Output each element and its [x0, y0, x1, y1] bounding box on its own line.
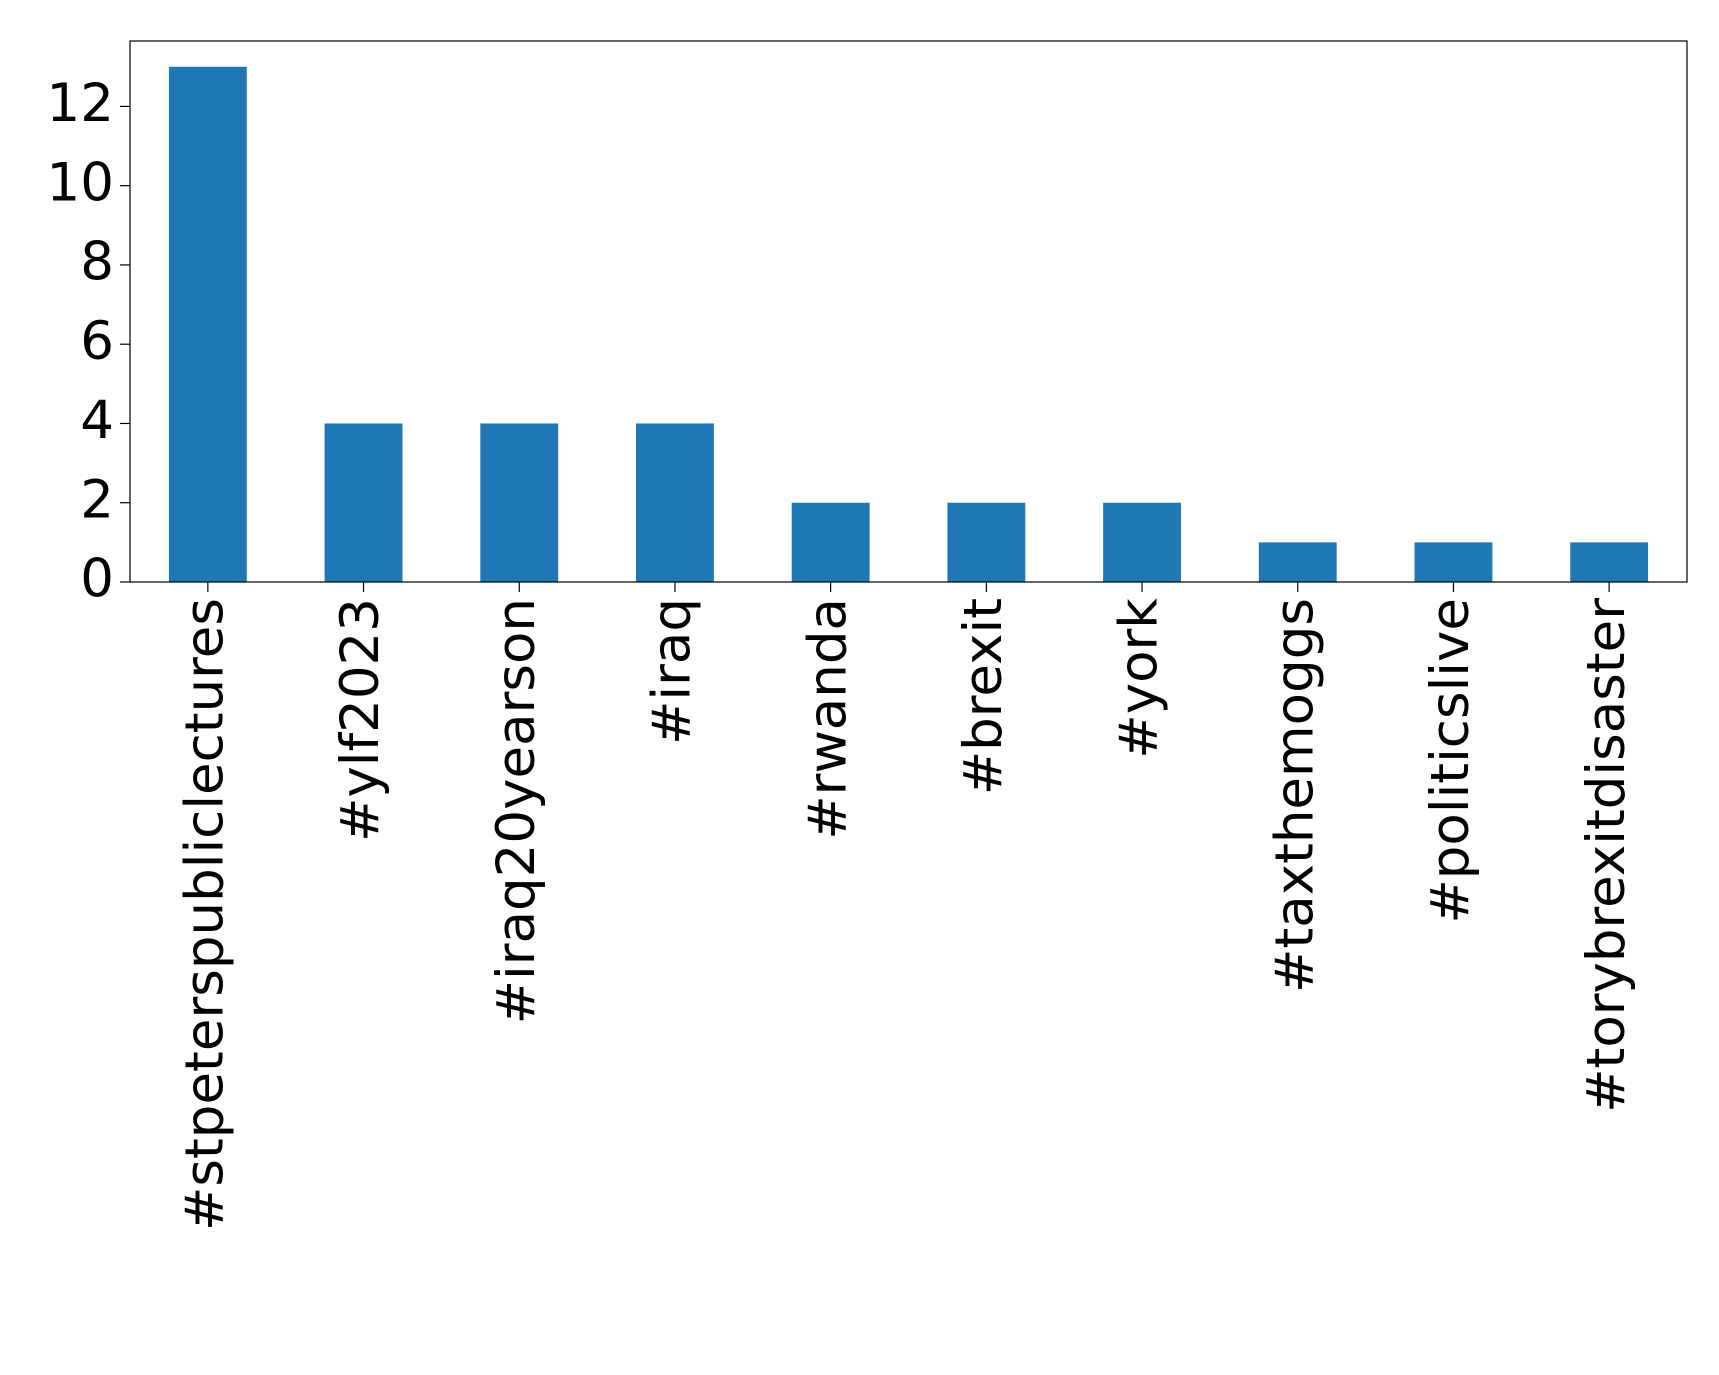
y-tick-label: 2 [80, 469, 114, 530]
bar [1414, 542, 1493, 582]
bar [324, 423, 403, 582]
bar [1103, 502, 1181, 582]
x-tick-label: #politicslive [1420, 598, 1481, 924]
bar [168, 66, 247, 582]
bar [1258, 542, 1337, 582]
x-tick-label: #stpeterspubliclectures [174, 598, 235, 1231]
bar [791, 502, 870, 582]
x-tick-label: #york [1109, 598, 1170, 759]
x-tick-label: #torybrexitdisaster [1576, 598, 1637, 1113]
bar [636, 423, 714, 582]
y-tick-label: 0 [80, 549, 114, 610]
plot-frame [129, 40, 1688, 583]
bar [480, 423, 559, 582]
x-tick-label: #taxthemoggs [1264, 598, 1325, 993]
x-tick-label: #brexit [953, 598, 1014, 795]
x-tick-label: #iraq [642, 598, 703, 745]
y-tick-label: 10 [47, 152, 114, 213]
y-tick-label: 6 [80, 311, 114, 372]
x-tick-label: #rwanda [797, 598, 858, 840]
bar [947, 502, 1026, 582]
bar [1570, 542, 1649, 582]
y-tick-label: 8 [80, 232, 114, 293]
y-tick-label: 4 [80, 390, 114, 451]
y-tick-label: 12 [47, 73, 114, 134]
x-tick-label: #iraq20yearson [486, 598, 547, 1024]
x-tick-label: #ylf2023 [330, 598, 391, 842]
